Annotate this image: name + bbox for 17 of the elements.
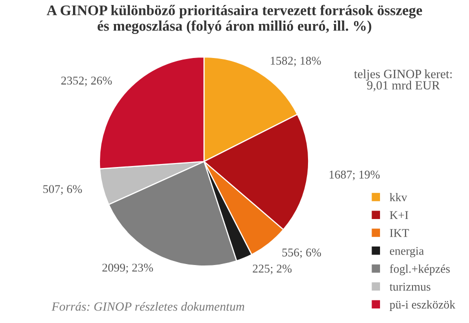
legend-label: K+I xyxy=(390,211,408,220)
data-label: 2099; 23% xyxy=(102,264,153,274)
text: Forrás: GINOP részletes dokumentum xyxy=(52,302,244,311)
data-label: 507; 6% xyxy=(43,185,82,195)
legend-label: kkv xyxy=(390,192,408,202)
data-label: 1582; 18% xyxy=(270,56,321,66)
data-label: 556; 6% xyxy=(282,248,321,258)
data-label: 225; 2% xyxy=(252,264,292,274)
chart-title: A GINOP különböző prioritásaira tervezett források összege és megoszlása (folyó áron millió euró, ill. %) xyxy=(46,4,422,34)
text: teljes GINOP keret: 9,01 mrd EUR xyxy=(354,69,452,92)
legend-label: energia xyxy=(390,246,424,258)
legend-label: turizmus xyxy=(390,282,430,291)
legend-label: pü-i eszközök xyxy=(390,300,456,311)
legend-label: fogl.+képzés xyxy=(390,264,450,276)
legend-label: IKT xyxy=(390,229,409,237)
data-label: 2352; 26% xyxy=(61,76,112,86)
data-label: 1687; 19% xyxy=(330,170,380,180)
